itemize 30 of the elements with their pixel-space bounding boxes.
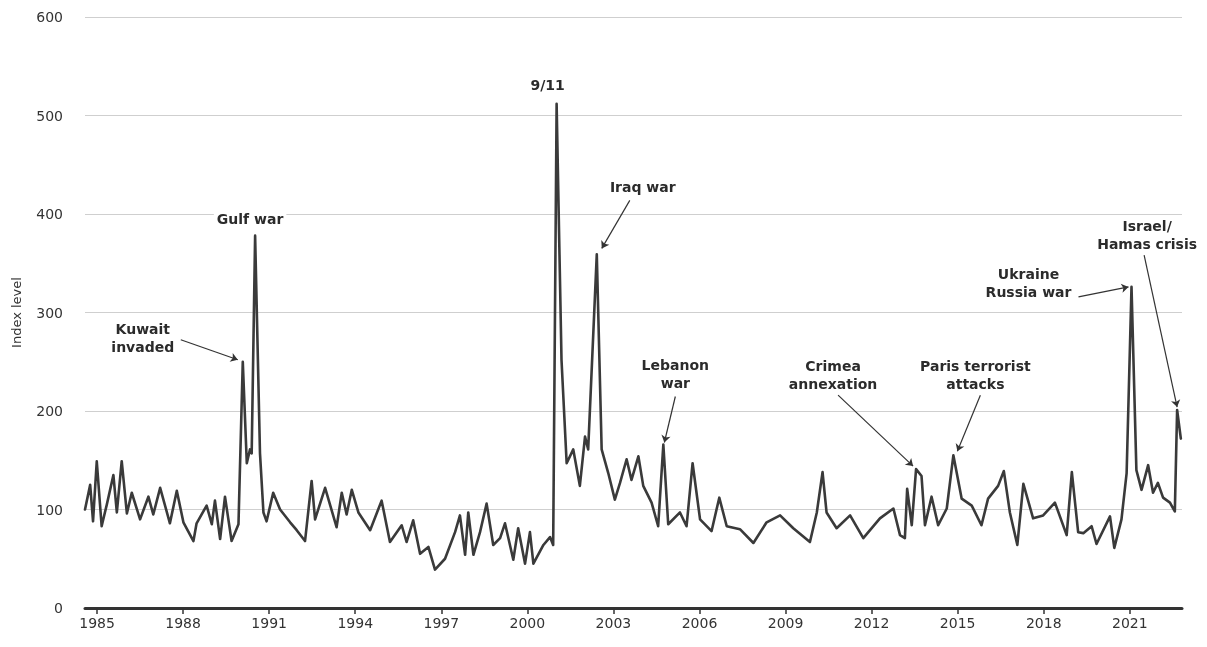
annotation: Kuwait invaded [111, 320, 175, 355]
annotation: Ukraine Russia war [985, 265, 1072, 300]
y-tick-label: 400 [36, 206, 63, 222]
annotation: Lebanon war [641, 357, 710, 392]
y-tick-label: 600 [36, 9, 63, 25]
annotation: 9/11 [530, 76, 565, 93]
x-tick-label: 1991 [251, 615, 287, 631]
annotation: Iraq war [609, 179, 676, 196]
x-tick-label: 1985 [79, 615, 115, 631]
x-tick-label: 2003 [595, 615, 632, 631]
x-tick-label: 2006 [681, 615, 718, 631]
x-tick-label: 2021 [1111, 615, 1148, 631]
y-tick-label: 0 [54, 600, 63, 616]
y-tick-label: 100 [36, 501, 63, 518]
annotation: Gulf war [216, 210, 284, 227]
x-tick-label: 2009 [767, 615, 804, 631]
x-tick-label: 2012 [853, 615, 890, 631]
x-tick-label: 1997 [423, 615, 460, 631]
x-tick-label: 2018 [1025, 615, 1062, 631]
y-axis-title: Index level [9, 277, 24, 348]
x-tick-label: 1994 [337, 615, 374, 631]
x-tick-label: 2015 [939, 615, 976, 631]
y-tick-label: 200 [36, 403, 63, 419]
annotation: Paris terrorist attacks [920, 358, 1031, 393]
x-tick-label: 1988 [165, 615, 201, 631]
y-tick-label: 500 [36, 107, 63, 124]
annotation: Crimea annexation [788, 358, 878, 393]
annotation: Israel/ Hamas crisis [1097, 218, 1198, 253]
x-tick-label: 2000 [509, 615, 546, 631]
y-tick-label: 300 [36, 304, 63, 321]
